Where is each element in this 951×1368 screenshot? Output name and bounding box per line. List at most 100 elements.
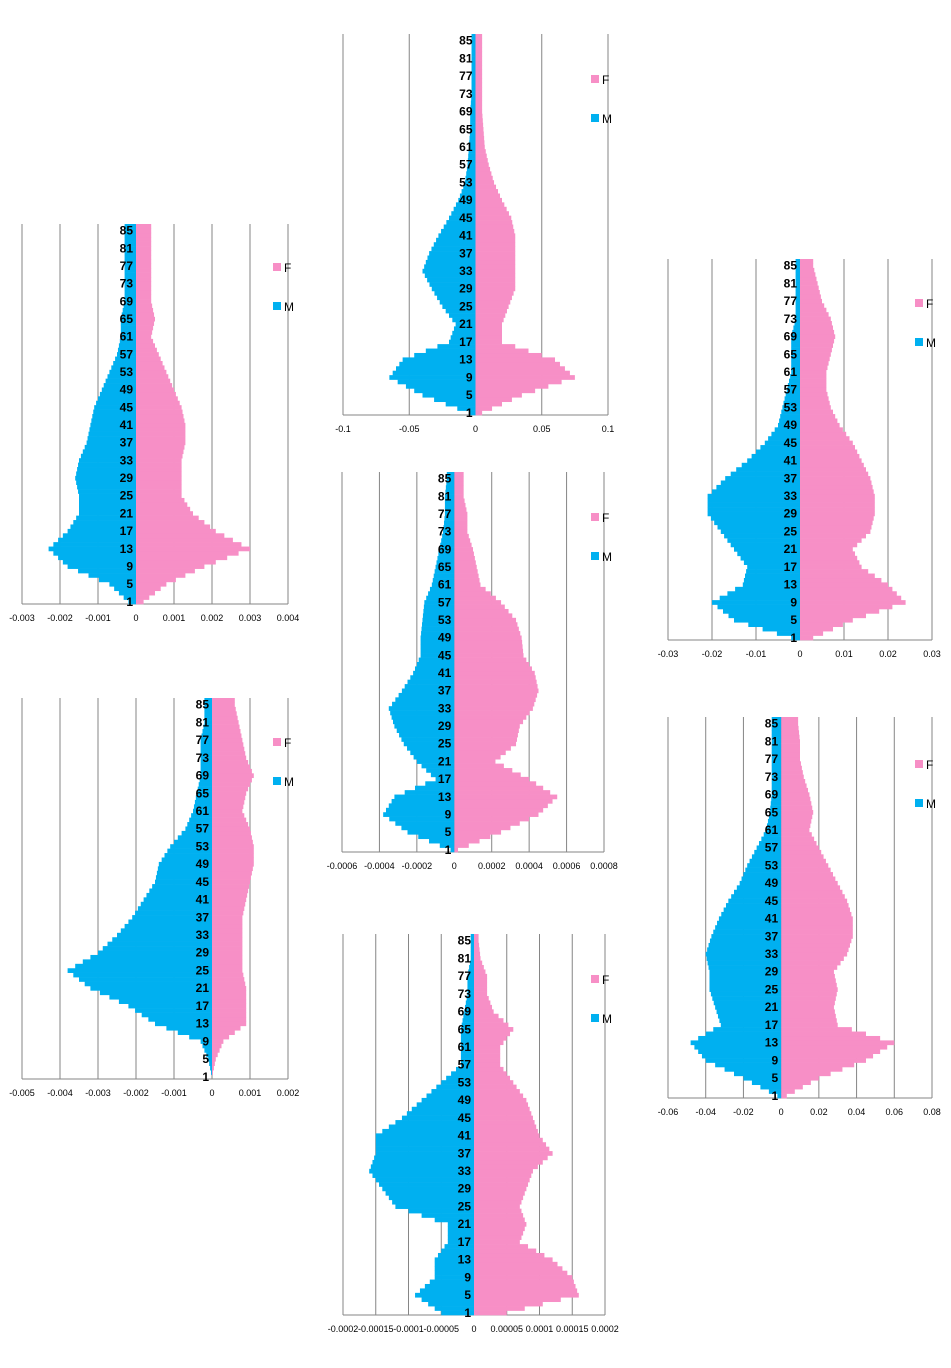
female-bar xyxy=(800,387,827,393)
female-bar xyxy=(136,259,152,265)
male-bar xyxy=(471,34,476,39)
female-bar xyxy=(136,502,188,508)
female-bar xyxy=(136,299,152,304)
male-bar xyxy=(730,542,800,548)
male-bar xyxy=(795,294,800,300)
male-bar xyxy=(177,1030,212,1035)
male-bar xyxy=(441,1080,474,1085)
male-bar xyxy=(427,255,476,261)
male-bar xyxy=(200,751,212,756)
female-bar xyxy=(136,263,152,269)
female-bar xyxy=(475,189,499,194)
female-bar xyxy=(800,569,869,574)
male-bar xyxy=(470,127,476,132)
male-bar xyxy=(152,884,212,889)
female-bar xyxy=(212,764,250,770)
female-bar xyxy=(212,729,241,734)
female-bar xyxy=(136,224,152,229)
female-bar xyxy=(800,431,847,437)
female-bar xyxy=(474,991,488,997)
female-bar xyxy=(454,829,502,835)
male-bar xyxy=(98,950,212,956)
age-label: 57 xyxy=(459,158,473,172)
female-bar xyxy=(454,728,519,733)
male-bar xyxy=(210,1065,212,1071)
age-label: 61 xyxy=(458,1040,472,1054)
female-bar xyxy=(454,520,468,526)
male-bar xyxy=(109,369,136,375)
female-bar xyxy=(136,577,176,583)
male-bar xyxy=(460,1053,474,1059)
female-bar xyxy=(454,538,471,543)
male-bar xyxy=(120,325,136,331)
female-bar xyxy=(136,436,186,441)
female-bar xyxy=(475,308,507,314)
age-label: 37 xyxy=(765,929,779,943)
female-bar xyxy=(781,734,800,740)
male-bar xyxy=(435,564,455,570)
male-bar xyxy=(717,920,782,926)
male-bar xyxy=(470,100,476,106)
female-bar xyxy=(800,476,871,481)
male-bar xyxy=(395,697,455,703)
female-bar xyxy=(454,578,480,583)
male-bar xyxy=(434,290,476,296)
legend-label-male: M xyxy=(602,550,612,564)
male-bar xyxy=(166,1025,212,1031)
age-label: 33 xyxy=(458,1164,472,1178)
male-bar xyxy=(375,1177,474,1183)
legend-label-male: M xyxy=(602,112,612,126)
female-bar xyxy=(454,639,523,645)
female-bar xyxy=(800,533,866,539)
female-bar xyxy=(454,533,469,539)
male-bar xyxy=(396,728,455,733)
female-bar xyxy=(475,47,483,53)
female-bar xyxy=(136,285,152,291)
female-bar xyxy=(212,1052,218,1058)
female-bar xyxy=(800,626,833,632)
male-bar xyxy=(470,947,474,953)
female-bar xyxy=(781,956,844,961)
age-label: 9 xyxy=(202,1034,209,1048)
x-tick-label: 0 xyxy=(452,861,457,871)
female-bar xyxy=(474,947,480,953)
male-bar xyxy=(795,316,800,322)
female-bar xyxy=(475,251,516,256)
male-bar xyxy=(204,698,212,703)
female-bar xyxy=(800,321,832,326)
age-label: 65 xyxy=(458,1022,472,1036)
female-bar xyxy=(781,1080,811,1086)
male-bar xyxy=(774,427,800,433)
male-bar xyxy=(388,803,455,809)
age-label: 1 xyxy=(126,595,133,609)
female-bar xyxy=(475,406,493,411)
female-bar xyxy=(474,1066,504,1072)
female-bar xyxy=(800,577,882,583)
male-bar xyxy=(437,1252,474,1258)
female-bar xyxy=(800,480,872,486)
female-bar xyxy=(212,968,243,973)
female-bar xyxy=(474,1252,545,1258)
male-bar xyxy=(469,140,476,146)
male-bar xyxy=(724,1066,782,1072)
male-bar xyxy=(794,321,800,326)
female-bar xyxy=(781,1013,836,1019)
female-bar xyxy=(475,202,505,208)
female-bar xyxy=(212,839,253,845)
male-bar xyxy=(771,765,782,771)
female-bar xyxy=(454,675,536,680)
age-label: 69 xyxy=(784,330,798,344)
female-bar xyxy=(212,963,243,969)
male-bar xyxy=(90,985,212,991)
female-bar xyxy=(212,1061,215,1067)
male-bar xyxy=(743,1075,782,1081)
male-bar xyxy=(120,330,136,335)
male-bar xyxy=(135,1008,212,1013)
female-bar xyxy=(212,733,242,739)
age-label: 17 xyxy=(784,560,798,574)
male-bar xyxy=(777,1093,782,1099)
legend-label-female: F xyxy=(284,736,291,750)
female-bar xyxy=(454,631,521,636)
male-bar xyxy=(728,613,800,619)
female-bar xyxy=(136,497,185,503)
